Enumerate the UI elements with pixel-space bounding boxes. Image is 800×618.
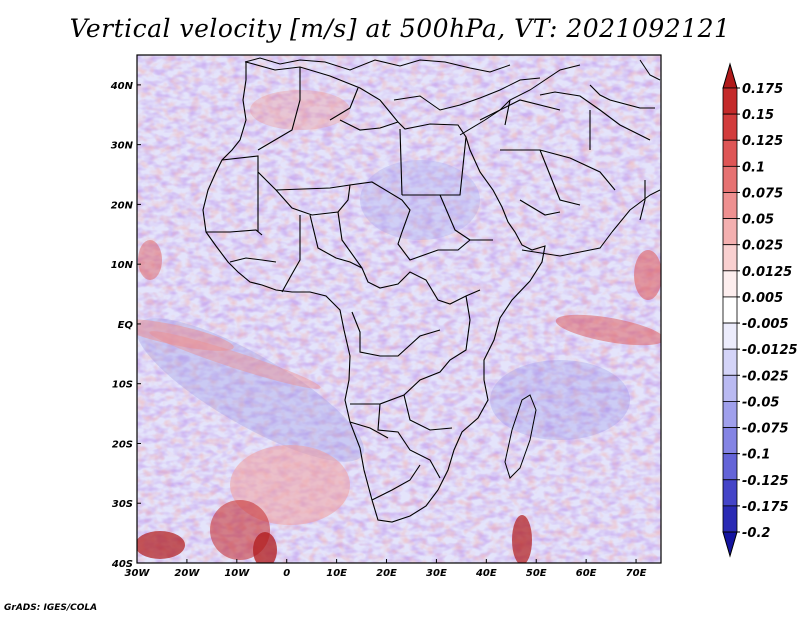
colorbar-segment: [722, 87, 738, 115]
lat-tick-label: 10N: [111, 260, 134, 271]
colorbar-segment: [722, 348, 738, 376]
colorbar-segment: [722, 296, 738, 324]
lon-tick-label: 60E: [576, 568, 597, 579]
colorbar-level-label: 0.1: [742, 160, 765, 175]
colorbar-segment: [722, 374, 738, 402]
lat-tick-label: 20N: [111, 200, 134, 211]
lat-tick-label: EQ: [118, 320, 134, 331]
colorbar-segment: [722, 479, 738, 507]
colorbar-level-label: 0.15: [742, 108, 774, 123]
colorbar-level-label: 0.075: [742, 186, 783, 201]
vertical-velocity-field: [137, 55, 661, 563]
lon-tick-label: 40E: [475, 568, 497, 579]
colorbar-level-label: -0.175: [742, 500, 789, 515]
colorbar-level-label: 0.05: [742, 213, 774, 228]
colorbar-level-label: 0.0125: [742, 265, 792, 280]
lat-tick-label: 40N: [110, 81, 134, 92]
lon-tick-label: 50E: [526, 568, 547, 579]
colorbar-level-label: -0.005: [742, 317, 789, 332]
colorbar-level-label: -0.2: [742, 526, 770, 541]
colorbar-segment: [722, 192, 738, 219]
lon-tick-label: 70E: [626, 568, 647, 579]
lon-tick-label: 10E: [326, 568, 347, 579]
map-title: Vertical velocity [m/s] at 500hPa, VT: 2…: [69, 14, 731, 43]
colorbar-top-arrow: [722, 62, 738, 89]
lat-tick-label: 30S: [112, 499, 133, 510]
lat-tick-label: 20S: [112, 439, 133, 450]
axis-ticks: 30W 20W 10W 0 10E 20E 30E 40E 50E 60E 70E 40N 30N 20N…: [110, 81, 647, 579]
colorbar-segment: [722, 427, 738, 455]
colorbar-segment: [722, 113, 738, 141]
lon-tick-label: 20W: [174, 568, 200, 579]
colorbar-level-label: -0.1: [742, 448, 770, 463]
lat-tick-label: 40S: [111, 559, 133, 570]
colorbar-level-label: 0.005: [742, 291, 783, 306]
colorbar-segment: [722, 322, 738, 350]
lon-tick-label: 20E: [376, 568, 397, 579]
colorbar-segment: [722, 270, 738, 298]
colorbar: 0.175 0.15 0.125 0.1 0.075 0.05 0.025 0.0125 0.0…: [722, 62, 798, 558]
colorbar-level-label: -0.025: [742, 369, 789, 384]
lon-tick-label: 30E: [426, 568, 447, 579]
colorbar-bottom-arrow: [722, 531, 738, 558]
colorbar-level-label: -0.075: [742, 422, 789, 437]
colorbar-segment: [722, 453, 738, 481]
lat-tick-label: 30N: [111, 141, 134, 152]
colorbar-level-label: 0.175: [742, 82, 783, 97]
colorbar-level-label: -0.0125: [742, 343, 798, 358]
lat-tick-label: 10S: [112, 380, 133, 391]
grads-credit: GrADS: IGES/COLA: [4, 603, 98, 613]
colorbar-segment: [722, 244, 738, 272]
colorbar-segment: [722, 505, 738, 533]
country-borders: [202, 61, 655, 523]
coastlines: [244, 57, 661, 479]
colorbar-level-label: 0.125: [742, 134, 783, 149]
colorbar-segment: [722, 218, 738, 246]
lon-tick-label: 10W: [224, 568, 250, 579]
colorbar-level-label: -0.125: [742, 474, 789, 489]
lon-tick-label: 30W: [125, 568, 151, 579]
lon-tick-label: 0: [283, 568, 290, 579]
colorbar-level-label: -0.05: [742, 395, 779, 410]
colorbar-segment: [722, 401, 738, 428]
colorbar-level-label: 0.025: [742, 239, 783, 254]
colorbar-segment: [722, 139, 738, 167]
map-frame: [136, 54, 662, 564]
colorbar-segment: [722, 165, 738, 193]
